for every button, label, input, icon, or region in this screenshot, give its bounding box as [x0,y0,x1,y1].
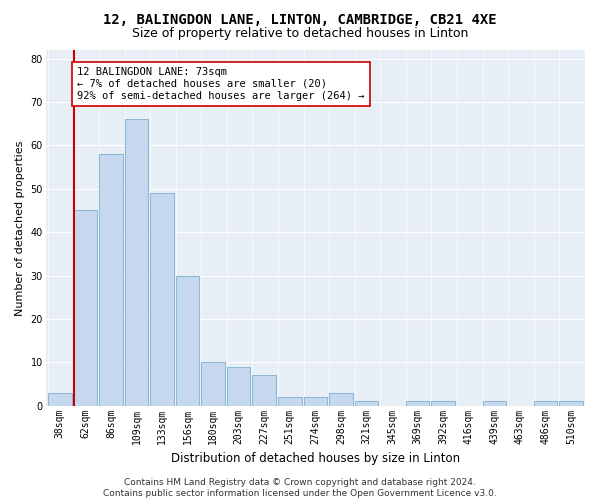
Bar [406,402,430,406]
Bar [125,120,148,406]
Bar [227,366,250,406]
Bar [304,397,327,406]
Bar [176,276,199,406]
Bar [329,392,353,406]
Bar [150,193,174,406]
Bar [533,402,557,406]
X-axis label: Distribution of detached houses by size in Linton: Distribution of detached houses by size … [171,452,460,465]
Text: 12 BALINGDON LANE: 73sqm
← 7% of detached houses are smaller (20)
92% of semi-de: 12 BALINGDON LANE: 73sqm ← 7% of detache… [77,68,365,100]
Bar [559,402,583,406]
Bar [253,376,276,406]
Bar [278,397,302,406]
Bar [202,362,225,406]
Bar [431,402,455,406]
Text: Size of property relative to detached houses in Linton: Size of property relative to detached ho… [132,28,468,40]
Text: Contains HM Land Registry data © Crown copyright and database right 2024.
Contai: Contains HM Land Registry data © Crown c… [103,478,497,498]
Bar [355,402,378,406]
Y-axis label: Number of detached properties: Number of detached properties [15,140,25,316]
Bar [482,402,506,406]
Bar [74,210,97,406]
Text: 12, BALINGDON LANE, LINTON, CAMBRIDGE, CB21 4XE: 12, BALINGDON LANE, LINTON, CAMBRIDGE, C… [103,12,497,26]
Bar [99,154,122,406]
Bar [48,392,71,406]
